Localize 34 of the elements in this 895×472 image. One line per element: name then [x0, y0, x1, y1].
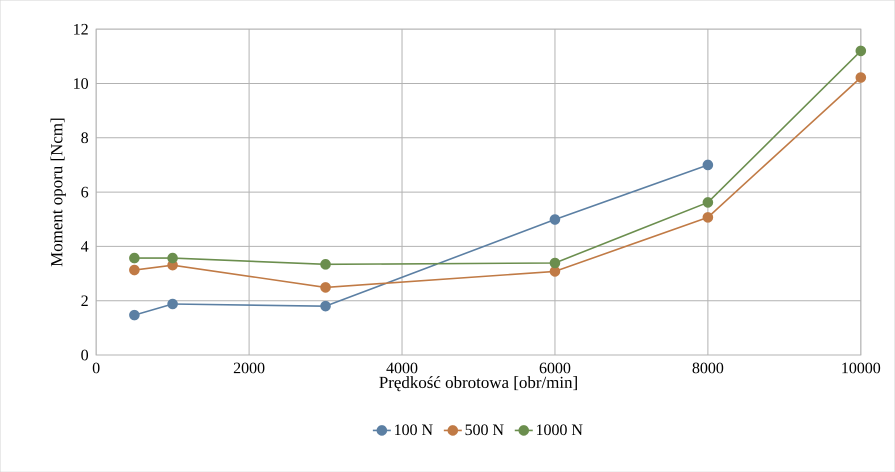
y-tick-label: 4 [80, 241, 88, 252]
point [856, 72, 866, 83]
point [129, 310, 140, 320]
x-tick-label: 6000 [540, 362, 570, 374]
x-tick-label: 0 [92, 362, 100, 374]
y-tick-label: 0 [81, 350, 88, 360]
point [320, 282, 331, 293]
legend-label: 100 N [395, 424, 433, 436]
point [167, 252, 178, 264]
y-tick-label: 10 [74, 78, 88, 89]
x-tick-label: 10000 [842, 362, 880, 374]
point [550, 258, 560, 268]
point [129, 264, 140, 276]
y-axis-title: Moment oporu [Ncm] [50, 118, 66, 266]
point [702, 160, 714, 170]
point [702, 197, 714, 208]
x-tick-label: 2000 [234, 362, 264, 374]
x-tick-label: 4000 [386, 362, 418, 374]
y-tick-label: 8 [81, 132, 88, 144]
point [320, 300, 331, 312]
y-tick-label: 2 [81, 295, 88, 306]
point [550, 214, 560, 225]
point [856, 46, 866, 56]
legend-label: 500 N [466, 424, 504, 436]
point [702, 212, 714, 223]
point [129, 252, 140, 264]
y-tick-label: 6 [81, 186, 88, 198]
point [320, 258, 331, 270]
point [167, 298, 178, 310]
y-tick-label: 12 [74, 24, 88, 34]
point [550, 266, 560, 277]
x-tick-label: 8000 [692, 362, 724, 374]
legend-label: 1000 N [536, 424, 583, 436]
x-axis-title: Prędkość obrotowa [obr/min] [379, 376, 577, 392]
